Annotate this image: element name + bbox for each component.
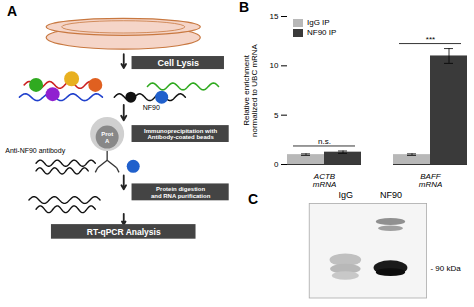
html-text:C: C bbox=[248, 191, 259, 207]
svg-text:ACTBmRNA: ACTBmRNA bbox=[313, 172, 337, 189]
svg-text:n.s.: n.s. bbox=[318, 137, 331, 146]
svg-text:RT-qPCR Analysis: RT-qPCR Analysis bbox=[87, 227, 161, 237]
svg-text:NF90: NF90 bbox=[380, 190, 402, 200]
html-text:NF90 IP: NF90 IP bbox=[307, 28, 337, 37]
svg-text:15: 15 bbox=[270, 12, 279, 21]
svg-text:BAFFmRNA: BAFFmRNA bbox=[419, 172, 443, 189]
html-text:A: A bbox=[7, 3, 18, 19]
svg-text:Protein digestionand RNA purif: Protein digestionand RNA purification bbox=[151, 186, 211, 199]
html-text:IgG IP: IgG IP bbox=[307, 18, 330, 27]
svg-text:Cell Lysis: Cell Lysis bbox=[157, 58, 199, 68]
svg-text:***: *** bbox=[426, 35, 435, 44]
svg-text:IgG: IgG bbox=[339, 190, 354, 200]
svg-text:Immunoprecipitation withAntibo: Immunoprecipitation withAntibody-coated … bbox=[144, 128, 217, 141]
svg-text:- 90 kDa: - 90 kDa bbox=[430, 264, 461, 273]
svg-text:0: 0 bbox=[274, 160, 279, 169]
svg-text:ProtA: ProtA bbox=[101, 131, 113, 144]
svg-text:10: 10 bbox=[270, 61, 279, 70]
html-text:B: B bbox=[239, 0, 250, 15]
svg-text:Anti-NF90 antibody: Anti-NF90 antibody bbox=[5, 147, 65, 155]
svg-text:Relative enrichmentnormalized: Relative enrichmentnormalized to UBC mRN… bbox=[242, 43, 259, 137]
svg-text:NF90: NF90 bbox=[143, 104, 160, 111]
svg-text:5: 5 bbox=[274, 111, 279, 120]
